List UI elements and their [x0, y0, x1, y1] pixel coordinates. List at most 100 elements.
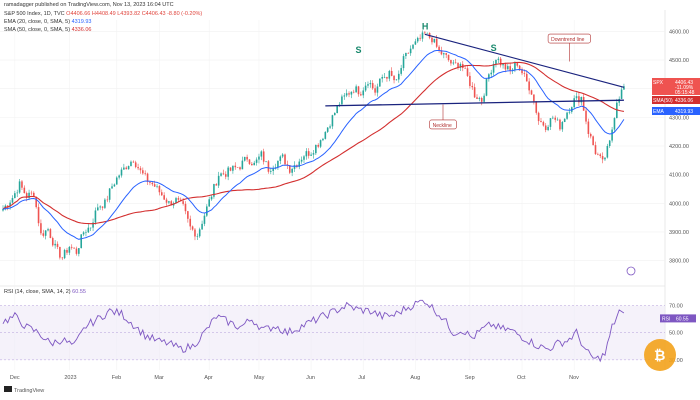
- candle: [213, 183, 215, 199]
- candle-body: [334, 113, 336, 116]
- candle: [51, 236, 54, 247]
- candle-body: [258, 156, 260, 160]
- candle: [265, 161, 267, 163]
- candle: [305, 148, 308, 160]
- candle-body: [14, 193, 16, 199]
- candle-body: [450, 60, 452, 64]
- candle-body: [518, 65, 521, 70]
- candle: [326, 126, 329, 133]
- candle: [379, 78, 381, 87]
- candle: [371, 80, 374, 90]
- pattern-label: S: [356, 45, 362, 55]
- candle: [236, 167, 239, 168]
- sma-legend: SMA (50, close, 0, SMA, 5) 4336.06: [4, 27, 91, 33]
- candle: [497, 56, 500, 64]
- candle: [416, 36, 419, 44]
- candle-body: [120, 169, 123, 176]
- symbol-label: S&P 500 Index, 1D, TVC: [4, 11, 65, 17]
- x-tick-label: Jul: [358, 375, 365, 381]
- candle-body: [123, 167, 125, 170]
- candle-body: [623, 86, 625, 90]
- candle-body: [400, 68, 402, 74]
- candle: [82, 231, 85, 237]
- candle: [573, 95, 575, 109]
- candle-body: [395, 79, 398, 81]
- candle-body: [303, 156, 305, 160]
- candle: [303, 155, 305, 164]
- candle-body: [132, 161, 135, 163]
- candle-body: [222, 173, 225, 175]
- candle-body: [348, 93, 350, 95]
- x-tick-label: Dec: [10, 375, 20, 381]
- candle-body: [293, 165, 296, 169]
- candle-body: [49, 229, 52, 239]
- candle-body: [6, 205, 9, 207]
- candle: [134, 160, 137, 169]
- candle-body: [11, 198, 14, 203]
- candle-body: [305, 151, 308, 157]
- publish-info: ramadagger published on TradingView.com,…: [4, 2, 174, 8]
- candle: [18, 178, 21, 194]
- moving-averages: [2, 50, 625, 240]
- candle-body: [594, 145, 597, 155]
- candle: [310, 152, 312, 156]
- candle: [319, 139, 322, 149]
- rsi-value: 60.55: [72, 289, 86, 295]
- candle: [393, 75, 395, 84]
- candle-body: [362, 90, 365, 96]
- flag-icon[interactable]: [626, 266, 636, 276]
- candle-body: [85, 232, 87, 233]
- candle-body: [397, 73, 400, 80]
- ema-value: 4319.93: [71, 19, 92, 25]
- annotation: Neckline: [429, 104, 457, 130]
- candle-body: [452, 62, 455, 64]
- candle-body: [528, 81, 530, 91]
- candle-body: [521, 69, 523, 74]
- neckline: [325, 99, 624, 107]
- candle: [229, 167, 232, 172]
- candle-body: [277, 160, 279, 168]
- candle-body: [73, 247, 75, 249]
- x-tick-label: 2023: [64, 375, 76, 381]
- candle: [317, 143, 320, 149]
- candle-body: [307, 151, 310, 156]
- candle-body: [63, 249, 66, 259]
- candle: [210, 194, 213, 201]
- candle: [381, 74, 383, 83]
- candle: [585, 107, 587, 125]
- candle-body: [568, 111, 571, 113]
- candle-body: [61, 257, 64, 259]
- pattern-label: S: [491, 43, 497, 53]
- candle: [390, 67, 393, 77]
- candle: [68, 246, 71, 256]
- candle-body: [592, 136, 594, 146]
- candle-body: [350, 91, 353, 95]
- candle: [587, 118, 590, 138]
- candle-body: [97, 207, 99, 211]
- candle-body: [447, 54, 450, 61]
- candle-body: [28, 192, 30, 198]
- candle-body: [279, 156, 282, 161]
- rsi-panel: 70.00 50.00 30.00: [0, 299, 683, 364]
- candle-body: [260, 151, 263, 157]
- y-tick-label: 4000.00: [669, 201, 689, 207]
- candle: [23, 185, 26, 194]
- candle-body: [345, 93, 348, 96]
- candle-body: [37, 207, 40, 224]
- candle-body: [490, 72, 493, 75]
- annotation-text: Neckline: [433, 123, 452, 129]
- candle: [142, 167, 144, 175]
- candle: [21, 180, 23, 190]
- candle-body: [312, 153, 315, 155]
- candle: [163, 192, 165, 200]
- candle-body: [419, 37, 421, 39]
- ohlc-values: O4406.66 H4408.49 L4393.82 C4406.43 -8.8…: [66, 11, 203, 17]
- rsi-line: [2, 299, 625, 363]
- x-tick-label: Feb: [112, 375, 121, 381]
- candle: [525, 70, 528, 82]
- candle: [232, 165, 234, 174]
- candle-body: [56, 243, 59, 247]
- candle-body: [355, 86, 357, 93]
- candle: [457, 62, 459, 70]
